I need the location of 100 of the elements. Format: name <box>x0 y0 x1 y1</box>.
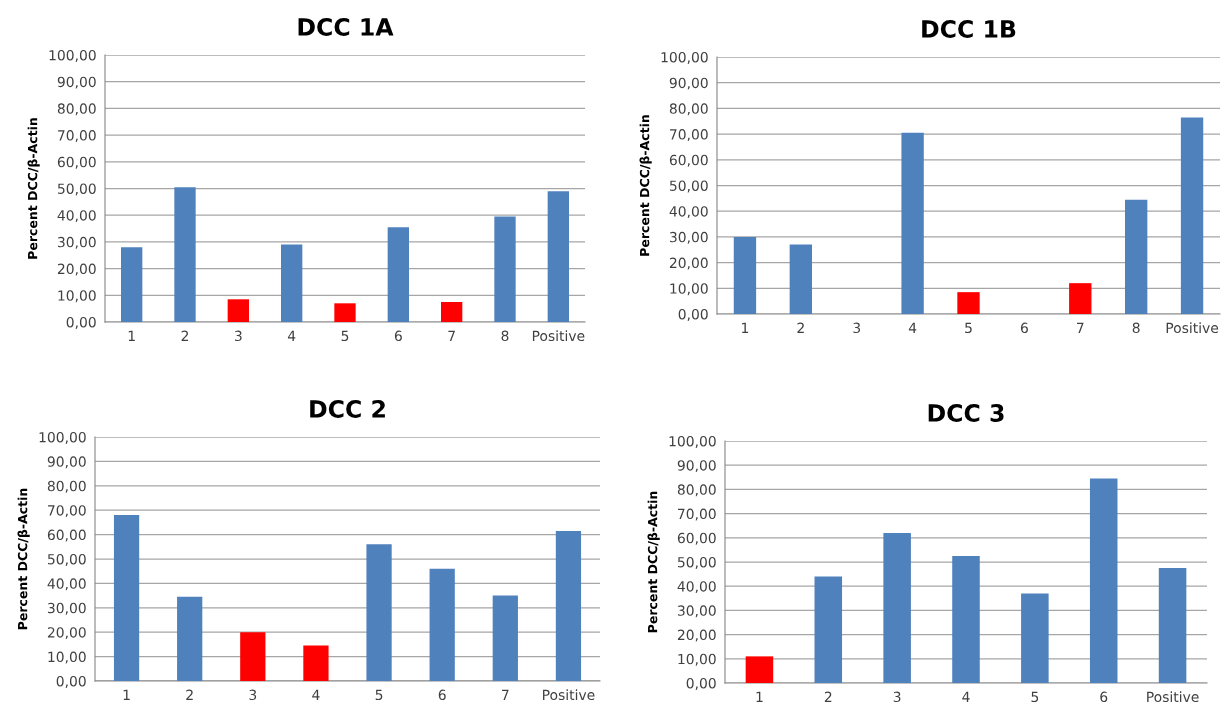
x-tick-label: 5 <box>375 689 383 701</box>
bar <box>492 595 518 681</box>
x-tick-label: 8 <box>501 330 509 342</box>
bar <box>555 530 582 681</box>
x-tick-label: 2 <box>186 689 193 700</box>
y-tick-label: 0,00 <box>686 677 716 690</box>
y-tick-label: 30,00 <box>57 236 96 249</box>
bar <box>113 515 140 681</box>
bar <box>387 227 409 322</box>
y-tick-label: 100,00 <box>661 51 708 64</box>
x-tick-label: 3 <box>893 691 901 703</box>
y-tick-label: 70,00 <box>678 508 716 521</box>
x-tick-label: 3 <box>249 689 257 701</box>
x-tick-label: 1 <box>742 322 749 333</box>
x-tick-label: Positive <box>543 689 595 701</box>
x-tick-label: 8 <box>1132 322 1140 334</box>
y-tick-label: 100,00 <box>669 435 716 448</box>
y-tick-label: 50,00 <box>669 180 708 193</box>
bar <box>303 645 329 681</box>
bar <box>1089 478 1118 683</box>
y-tick-label: 30,00 <box>669 231 708 244</box>
y-tick-label: 70,00 <box>48 505 86 518</box>
y-tick-label: 80,00 <box>57 103 96 116</box>
y-tick-label: 20,00 <box>677 629 716 642</box>
bar <box>814 576 843 683</box>
bar <box>745 656 774 683</box>
y-tick-label: 60,00 <box>47 529 86 542</box>
x-tick-label: 4 <box>908 322 917 333</box>
y-tick-label: 10,00 <box>678 653 716 666</box>
chart-title: DCC 2 <box>310 400 385 418</box>
chart-title: DCC 3 <box>928 404 1004 422</box>
x-tick-label: Positive <box>532 330 585 342</box>
y-tick-label: 0,00 <box>56 675 86 688</box>
y-tick-label: 40,00 <box>677 581 716 594</box>
chart-title: DCC 1B <box>922 20 1016 38</box>
x-tick-label: 7 <box>448 330 455 341</box>
x-tick-label: 6 <box>1020 322 1028 334</box>
bar <box>177 596 203 681</box>
x-tick-label: 3 <box>853 322 861 334</box>
bar <box>1069 283 1092 314</box>
y-tick-label: 50,00 <box>47 553 86 566</box>
bar <box>883 532 911 683</box>
bar <box>121 247 143 322</box>
y-axis-title: Percent DCC/β-Actin <box>639 115 652 256</box>
y-tick-label: 80,00 <box>47 480 86 493</box>
bar <box>174 187 196 322</box>
y-tick-label: 10,00 <box>670 283 708 296</box>
x-tick-label: 5 <box>965 322 972 334</box>
x-tick-label: 6 <box>438 689 446 701</box>
x-tick-label: 7 <box>1077 322 1084 333</box>
y-tick-label: 60,00 <box>677 532 716 545</box>
y-tick-label: 100,00 <box>39 431 86 444</box>
y-axis-title: Percent DCC/β-Actin <box>27 118 40 259</box>
x-tick-label: 5 <box>341 330 349 342</box>
bar <box>281 244 303 322</box>
x-tick-label: 7 <box>502 689 509 700</box>
y-tick-label: 0,00 <box>66 316 96 329</box>
y-tick-label: 90,00 <box>677 460 716 473</box>
y-tick-label: 50,00 <box>677 556 716 569</box>
bar <box>957 292 980 314</box>
bar <box>429 568 455 681</box>
y-tick-label: 40,00 <box>669 206 708 219</box>
bar <box>1021 593 1049 683</box>
x-tick-label: 2 <box>797 322 804 333</box>
y-tick-label: 10,00 <box>58 290 96 303</box>
bar <box>366 544 392 681</box>
bar <box>733 236 757 314</box>
chart-title: DCC 1A <box>298 18 394 36</box>
x-tick-label: 2 <box>824 691 832 702</box>
y-tick-label: 90,00 <box>47 456 86 469</box>
x-tick-label: 2 <box>181 330 189 341</box>
x-tick-label: 4 <box>962 691 970 702</box>
y-tick-label: 50,00 <box>57 183 96 196</box>
bar <box>952 555 980 683</box>
y-tick-label: 20,00 <box>57 263 96 276</box>
x-tick-label: Positive <box>1166 322 1219 334</box>
x-tick-label: 5 <box>1031 691 1039 703</box>
x-tick-label: 4 <box>287 330 296 341</box>
x-tick-label: 1 <box>123 689 130 700</box>
y-tick-label: 70,00 <box>58 130 96 142</box>
bar <box>1124 199 1148 314</box>
bar <box>547 191 569 322</box>
bar <box>240 632 266 681</box>
y-tick-label: 70,00 <box>670 129 708 141</box>
bar <box>441 301 463 322</box>
x-tick-label: Positive <box>1147 691 1199 703</box>
y-tick-label: 30,00 <box>47 602 86 615</box>
y-tick-label: 80,00 <box>677 484 716 497</box>
y-tick-label: 30,00 <box>677 605 716 618</box>
y-tick-label: 80,00 <box>669 103 708 116</box>
y-tick-label: 20,00 <box>47 627 86 640</box>
bar <box>1158 568 1187 683</box>
bar <box>1180 117 1204 314</box>
y-tick-label: 60,00 <box>57 156 96 169</box>
y-axis-title: Percent DCC/β-Actin <box>17 488 30 630</box>
bar <box>901 132 924 314</box>
bar <box>789 244 813 314</box>
y-axis-title: Percent DCC/β-Actin <box>647 491 660 633</box>
y-tick-label: 100,00 <box>49 49 96 62</box>
y-tick-label: 40,00 <box>47 578 86 591</box>
